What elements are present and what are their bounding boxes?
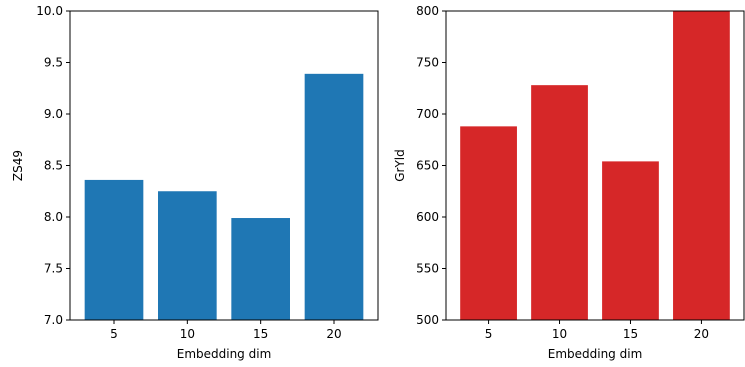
y-tick-label: 650 (416, 159, 439, 173)
bar-20 (304, 73, 364, 320)
x-tick-label: 5 (110, 327, 118, 341)
y-tick-label: 800 (416, 4, 439, 18)
x-axis-label: Embedding dim (177, 347, 272, 361)
y-tick-label: 700 (416, 107, 439, 121)
x-tick-label: 10 (180, 327, 195, 341)
bar-10 (158, 191, 217, 320)
bar-10 (531, 85, 588, 320)
y-tick-label: 8.0 (44, 210, 63, 224)
y-tick-label: 600 (416, 210, 439, 224)
bar-15 (602, 161, 659, 320)
x-tick-label: 10 (552, 327, 567, 341)
bar-15 (231, 218, 290, 320)
x-tick-label: 20 (694, 327, 709, 341)
bar-5 (460, 126, 517, 320)
y-axis-label: ZS49 (11, 150, 25, 181)
bar-20 (673, 11, 730, 320)
y-tick-label: 7.5 (44, 262, 63, 276)
x-tick-label: 5 (485, 327, 493, 341)
y-tick-label: 750 (416, 56, 439, 70)
y-axis-label: GrYld (393, 149, 407, 182)
x-axis-label: Embedding dim (548, 347, 643, 361)
y-tick-label: 7.0 (44, 313, 63, 327)
y-tick-label: 9.0 (44, 107, 63, 121)
y-tick-label: 500 (416, 313, 439, 327)
x-tick-label: 15 (253, 327, 268, 341)
x-tick-label: 20 (326, 327, 341, 341)
y-tick-label: 9.5 (44, 56, 63, 70)
y-tick-label: 550 (416, 262, 439, 276)
bar-5 (84, 179, 144, 320)
x-tick-label: 15 (623, 327, 638, 341)
chart-panel-gryld: 5 10 15 20 500 550 600 650 700 750 800 Embedding di… (393, 4, 745, 361)
y-tick-label: 8.5 (44, 159, 63, 173)
chart-panel-zs49: 5 10 15 20 7.0 7.5 8.0 8.5 9.0 9.5 10.0 Embedding d… (11, 4, 379, 361)
y-tick-label: 10.0 (36, 4, 63, 18)
